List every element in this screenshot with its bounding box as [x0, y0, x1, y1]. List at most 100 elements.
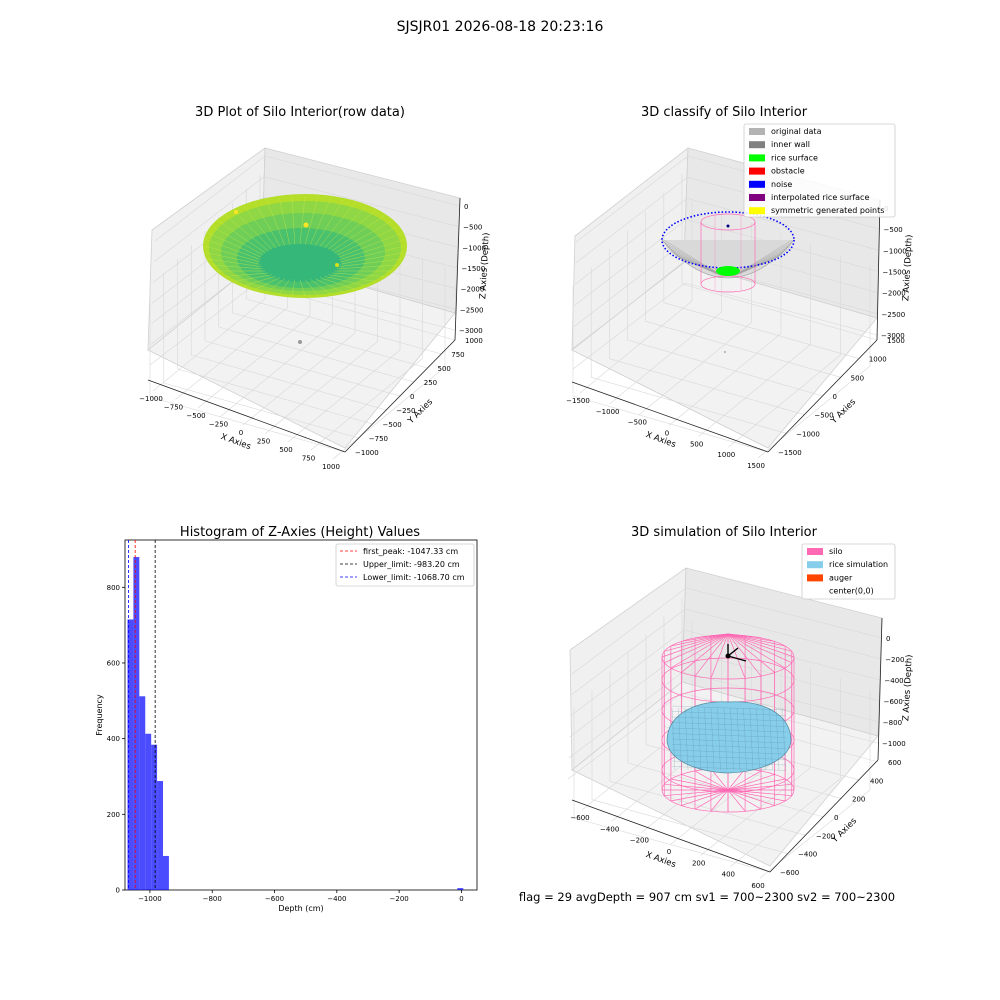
grid-line: [591, 799, 789, 854]
axis-ticks: −600 −400 −200 0 200 400 600 −600 −400 −200 0 200 40…: [570, 635, 905, 890]
wall-ray: [669, 250, 718, 274]
mesh-line: [671, 716, 787, 722]
mesh-line: [756, 707, 760, 771]
silo-roof-line: [670, 633, 729, 669]
grid-line: [572, 282, 686, 370]
mesh-line: [710, 707, 715, 771]
grid-line: [264, 155, 461, 207]
z-tick-label: −500: [463, 224, 482, 232]
wall-ray: [663, 239, 717, 273]
raw-outlier-point: [303, 222, 309, 228]
z-tick-label: −2500: [882, 311, 906, 319]
ray-line: [225, 272, 269, 277]
mesh-line: [678, 707, 682, 771]
ray-line: [338, 232, 402, 258]
y-tick-label: 400: [870, 777, 883, 785]
grid-line: [568, 671, 683, 759]
legend-swatch: [749, 154, 765, 162]
grid-line: [591, 377, 787, 434]
ray-line: [339, 252, 405, 265]
ray-line: [299, 279, 306, 297]
silo-floor-line: [670, 789, 729, 802]
legend-label: interpolated rice surface: [771, 193, 869, 202]
wall-ray: [664, 241, 717, 273]
x-tick-label: 200: [692, 859, 705, 867]
status-footer: flag = 29 avgDepth = 907 cm sv1 = 700~23…: [519, 890, 895, 904]
mesh-line: [671, 760, 787, 766]
legend-label: Upper_limit: -983.20 cm: [363, 560, 460, 569]
grid-line: [220, 324, 333, 417]
y-tick-label: −600: [780, 869, 799, 877]
grid-line: [645, 321, 841, 378]
legend-swatch: [749, 128, 765, 135]
grid-line: [152, 298, 266, 392]
x-axis-label: X Axies: [644, 430, 677, 450]
ray-line: [212, 264, 264, 270]
mesh-line: [671, 755, 787, 760]
y-tick-label: 600: [107, 659, 120, 667]
grid-line: [573, 817, 771, 873]
ray-line: [315, 278, 344, 293]
panel-raw-title: 3D Plot of Silo Interior(row data): [195, 105, 405, 120]
legend-swatch: [806, 587, 824, 596]
z-tick-label: −1500: [883, 269, 907, 277]
legend-frame: [743, 123, 896, 218]
x-tick-label: −1500: [566, 397, 590, 405]
mesh-line: [762, 707, 767, 771]
silo-surface-center: [258, 244, 342, 282]
histogram-bar: [145, 733, 152, 890]
mesh-line: [697, 707, 702, 771]
ray-line: [234, 210, 272, 250]
x-tick-label: −250: [209, 421, 228, 429]
ray-line: [244, 276, 276, 286]
legend-label: silo: [829, 547, 843, 556]
panel-simulation-3d: 3D simulation of Silo Interior −600−400−…: [567, 525, 915, 890]
center-point: [726, 224, 730, 228]
wall-ray: [665, 246, 717, 274]
ray-line: [205, 239, 261, 260]
ray-line: [319, 202, 356, 247]
histogram-bar: [151, 744, 158, 890]
ray-line: [331, 215, 385, 252]
mesh-line: [671, 738, 787, 744]
x-tick-label: −1000: [138, 895, 162, 903]
legend-swatch: [749, 180, 765, 188]
auger-marker: [725, 644, 747, 662]
ray-line: [304, 196, 319, 245]
grid-line: [569, 650, 684, 738]
ray-line: [305, 279, 319, 296]
legend-swatch: [749, 141, 765, 149]
y-tick-label: 200: [107, 811, 120, 819]
x-tick-label: −1000: [596, 408, 620, 416]
axis-ticks: −1000−750−500−25002505007501000−1000−750…: [139, 203, 486, 471]
simulation-legend: silo rice simulation auger center(0,0): [801, 543, 896, 600]
mesh-line: [736, 707, 741, 771]
histogram-bars: [127, 557, 464, 890]
y-tick-label: 500: [438, 365, 451, 373]
silo-floor-line: [727, 789, 762, 810]
histogram-bar: [157, 781, 164, 890]
y-tick-label: −250: [396, 407, 415, 415]
legend-label: original data: [771, 127, 822, 136]
grid-line: [571, 608, 686, 696]
silo-floor-line: [664, 789, 729, 797]
grid-line: [579, 300, 693, 394]
ray-line: [310, 279, 332, 295]
y-tick-label: 1500: [887, 337, 905, 345]
ray-line: [266, 199, 285, 246]
panel-classify-title: 3D classify of Silo Interior: [641, 105, 808, 120]
x-tick-label: −500: [186, 412, 205, 420]
wall-ray: [671, 252, 718, 275]
legend-label: center(0,0): [829, 587, 874, 596]
histogram-y-label: Frequency: [95, 694, 104, 736]
y-tick-label: 200: [852, 796, 865, 804]
grid-line: [570, 629, 685, 717]
ray-line: [218, 220, 266, 254]
grid-line: [567, 692, 683, 780]
z-tick-label: −400: [884, 677, 903, 685]
x-tick-label: 500: [279, 446, 292, 454]
z-tick-label: −500: [884, 226, 903, 234]
grid-line: [683, 650, 880, 702]
x-tick-label: −600: [265, 895, 284, 903]
silo-roof-line: [727, 633, 792, 664]
